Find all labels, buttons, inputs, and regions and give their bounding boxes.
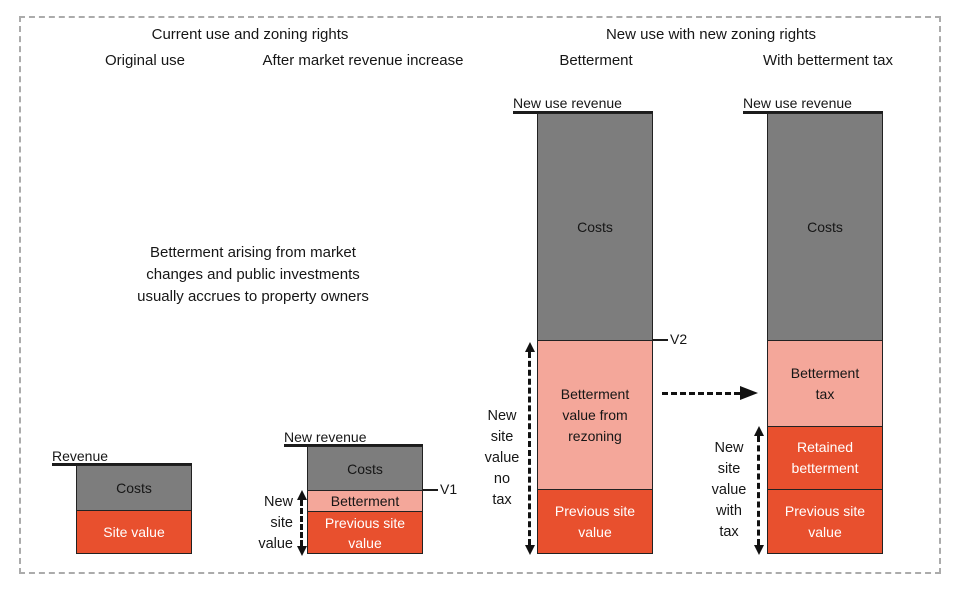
- bar1-revenue-line: [52, 463, 192, 466]
- arrow-head-down-icon: [524, 545, 535, 555]
- bar4-revenue-line: [743, 111, 883, 114]
- bar3-costs-segment: Costs: [537, 113, 653, 341]
- bar2-costs-segment: Costs: [307, 446, 423, 491]
- bar3-betterment-value-segment: Betterment value from rezoning: [537, 340, 653, 490]
- header-with-tax-col: With betterment tax: [762, 52, 894, 69]
- bar4-costs-label: Costs: [807, 219, 843, 235]
- v1-tick-line: [422, 489, 438, 491]
- bar1-costs-segment: Costs: [76, 465, 192, 511]
- bar2-betterment-label: Betterment: [330, 493, 400, 509]
- note-line-3: usually accrues to property owners: [137, 288, 369, 305]
- note-line-1: Betterment arising from market: [150, 244, 356, 261]
- bar2-side-line-3: value: [258, 536, 293, 552]
- bar2-side-line-1: New: [263, 494, 293, 510]
- arrow-head-up-icon: [524, 342, 535, 352]
- arrow-head-down-icon: [753, 545, 764, 555]
- arrow-dashed-shaft: [662, 391, 740, 395]
- bar2-new-site-value-arrow-icon: [296, 490, 307, 556]
- bar3-side-line-5: tax: [492, 492, 512, 508]
- bar4-retained-betterment-segment: Retained betterment: [767, 426, 883, 490]
- bar3-side-line-3: value: [484, 450, 520, 466]
- bar1-costs-label: Costs: [116, 480, 152, 496]
- bar4-previous-site-value-label: Previous site value: [784, 502, 866, 540]
- bar2-side-line-2: site: [270, 515, 293, 531]
- bar1-site-value-segment: Site value: [76, 510, 192, 554]
- bar3-side-line-4: no: [493, 471, 511, 487]
- header-current-use: Current use and zoning rights: [151, 26, 349, 43]
- bar2-revenue-line: [284, 444, 423, 447]
- bar4-betterment-tax-label: Betterment tax: [790, 364, 860, 402]
- bar4-side-line-4: with: [716, 503, 742, 519]
- note-betterment-accrues: Betterment arising from market changes a…: [100, 242, 406, 308]
- bar3-revenue-label: New use revenue: [513, 95, 622, 111]
- v1-marker-label: V1: [440, 481, 458, 497]
- bar3-previous-site-value-segment: Previous site value: [537, 489, 653, 554]
- bar4-revenue-label: New use revenue: [743, 95, 852, 111]
- bar1-revenue-label: Revenue: [52, 448, 109, 464]
- bar4-new-site-value-with-tax-annotation: New site value with tax: [701, 438, 757, 543]
- bar3-previous-site-value-label: Previous site value: [554, 502, 636, 540]
- bar1-site-value-label: Site value: [103, 524, 165, 540]
- bar3-new-site-value-arrow-icon: [524, 342, 535, 555]
- bar3-side-line-1: New: [487, 408, 517, 424]
- header-new-use: New use with new zoning rights: [605, 26, 817, 43]
- header-betterment-col: Betterment: [559, 52, 633, 69]
- arrow-dashed-shaft: [300, 500, 303, 546]
- bar4-costs-segment: Costs: [767, 113, 883, 341]
- header-original-use: Original use: [104, 52, 186, 69]
- arrow-head-down-icon: [296, 546, 307, 556]
- arrow-head-right-icon: [740, 386, 758, 400]
- bar4-retained-betterment-label: Retained betterment: [791, 439, 859, 476]
- bar4-new-site-value-arrow-icon: [753, 426, 764, 555]
- bar4-side-line-1: New: [714, 440, 744, 456]
- bar2-previous-site-value-label: Previous site value: [324, 514, 406, 551]
- bar2-costs-label: Costs: [347, 460, 383, 477]
- bar3-new-site-value-no-tax-annotation: New site value no tax: [474, 406, 530, 511]
- bar2-previous-site-value-segment: Previous site value: [307, 511, 423, 554]
- arrow-head-up-icon: [296, 490, 307, 500]
- arrow-head-up-icon: [753, 426, 764, 436]
- diagram-dashed-border: [19, 16, 941, 574]
- bar2-new-site-value-annotation: New site value: [233, 492, 293, 555]
- header-after-market: After market revenue increase: [262, 52, 464, 69]
- bar3-betterment-value-label: Betterment value from rezoning: [560, 385, 630, 444]
- arrow-dashed-shaft: [528, 352, 531, 545]
- bar4-previous-site-value-segment: Previous site value: [767, 489, 883, 554]
- bar4-betterment-tax-segment: Betterment tax: [767, 340, 883, 427]
- arrow-dashed-shaft: [757, 436, 760, 545]
- bar3-costs-label: Costs: [577, 219, 613, 235]
- betterment-transfer-arrow-icon: [662, 385, 758, 401]
- v2-tick-line: [652, 339, 668, 341]
- bar4-side-line-2: site: [717, 461, 741, 477]
- bar4-side-line-5: tax: [719, 524, 739, 540]
- bar3-side-line-2: site: [490, 429, 514, 445]
- v2-marker-label: V2: [670, 331, 688, 347]
- note-line-2: changes and public investments: [146, 266, 360, 283]
- bar2-revenue-label: New revenue: [284, 429, 367, 445]
- bar2-betterment-segment: Betterment: [307, 490, 423, 512]
- bar3-revenue-line: [513, 111, 653, 114]
- bar4-side-line-3: value: [711, 482, 747, 498]
